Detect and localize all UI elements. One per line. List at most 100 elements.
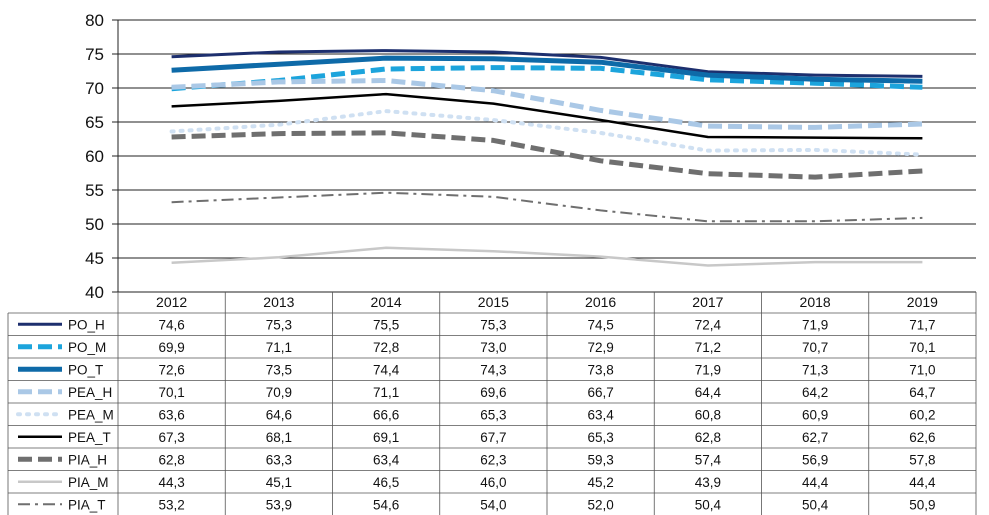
x-tick-label: 2017: [692, 294, 723, 310]
data-label: 62,6: [909, 430, 935, 445]
y-tick-label: 45: [85, 249, 104, 268]
x-tick-label: 2018: [800, 294, 831, 310]
data-label: 46,0: [480, 475, 506, 490]
data-label: 60,9: [802, 407, 828, 422]
data-label: 62,8: [695, 430, 721, 445]
y-tick-label: 70: [85, 79, 104, 98]
series-name-label: PO_M: [68, 340, 106, 355]
data-label: 74,5: [587, 317, 613, 332]
data-label: 50,9: [909, 497, 935, 512]
data-label: 73,0: [480, 340, 506, 355]
data-label: 74,3: [480, 362, 506, 377]
data-label: 45,1: [266, 475, 292, 490]
data-label: 52,0: [587, 497, 613, 512]
data-label: 67,7: [480, 430, 506, 445]
series-line-pea-h: [171, 78, 923, 130]
series-name-label: PEA_T: [68, 430, 111, 445]
data-label: 44,4: [802, 475, 829, 490]
data-label: 69,6: [480, 385, 506, 400]
series-name-label: PIA_T: [68, 497, 106, 512]
y-tick-label: 60: [85, 147, 104, 166]
data-label: 72,8: [373, 340, 399, 355]
data-label: 75,3: [266, 317, 292, 332]
data-label: 71,1: [373, 385, 399, 400]
x-tick-label: 2014: [371, 294, 402, 310]
data-label: 71,9: [695, 362, 721, 377]
data-label: 72,4: [695, 317, 722, 332]
data-label: 60,8: [695, 407, 721, 422]
data-label: 66,6: [373, 407, 399, 422]
data-label: 53,9: [266, 497, 292, 512]
data-label: 71,3: [802, 362, 828, 377]
data-label: 70,7: [802, 340, 828, 355]
x-tick-label: 2019: [907, 294, 938, 310]
series-name-label: PEA_M: [68, 407, 114, 422]
data-table: 2012 2013 2014 2015 2016 2017 2018 2019 PO_H 74,6…: [7, 292, 977, 515]
x-tick-label: 2012: [156, 294, 187, 310]
data-label: 60,2: [909, 407, 935, 422]
data-label: 75,3: [480, 317, 506, 332]
data-label: 54,6: [373, 497, 399, 512]
data-label: 57,4: [695, 452, 722, 467]
data-label: 70,9: [266, 385, 292, 400]
y-tick-label: 75: [85, 45, 104, 64]
data-label: 46,5: [373, 475, 399, 490]
data-label: 72,9: [587, 340, 613, 355]
data-label: 72,6: [158, 362, 184, 377]
data-label: 63,4: [587, 407, 614, 422]
x-tick-label: 2013: [263, 294, 294, 310]
data-label: 65,3: [587, 430, 613, 445]
y-tick-label: 65: [85, 113, 104, 132]
series-name-label: PO_H: [68, 317, 105, 332]
data-label: 64,2: [802, 385, 828, 400]
data-label: 62,8: [158, 452, 184, 467]
data-label: 59,3: [587, 452, 613, 467]
data-label: 68,1: [266, 430, 292, 445]
data-label: 74,6: [158, 317, 184, 332]
data-label: 73,5: [266, 362, 292, 377]
data-label: 69,9: [158, 340, 184, 355]
data-label: 63,6: [158, 407, 184, 422]
data-label: 64,6: [266, 407, 292, 422]
series-name-label: PEA_H: [68, 385, 112, 400]
y-tick-label: 40: [85, 283, 104, 302]
data-label: 70,1: [158, 385, 184, 400]
y-tick-label: 50: [85, 215, 104, 234]
data-label: 64,7: [909, 385, 935, 400]
data-label: 74,4: [373, 362, 400, 377]
data-label: 44,4: [909, 475, 936, 490]
data-label: 54,0: [480, 497, 506, 512]
series-line-po-t: [171, 55, 923, 84]
data-label: 67,3: [158, 430, 184, 445]
data-label: 45,2: [587, 475, 613, 490]
data-label: 50,4: [802, 497, 829, 512]
data-label: 71,9: [802, 317, 828, 332]
data-label: 70,1: [909, 340, 935, 355]
x-tick-label: 2015: [478, 294, 509, 310]
series-line-po-h: [171, 49, 923, 78]
data-label: 71,2: [695, 340, 721, 355]
data-label: 53,2: [158, 497, 184, 512]
data-label: 62,3: [480, 452, 506, 467]
data-label: 71,1: [266, 340, 292, 355]
data-label: 50,4: [695, 497, 722, 512]
data-label: 56,9: [802, 452, 828, 467]
data-label: 64,4: [695, 385, 722, 400]
series-line-pea-m: [169, 109, 925, 157]
data-label: 57,8: [909, 452, 935, 467]
series-line-po-m: [171, 65, 923, 92]
y-axis: 80 75 70 65 60 55 50 45 40: [85, 11, 119, 302]
data-label: 44,3: [158, 475, 184, 490]
y-tick-label: 80: [85, 11, 104, 30]
y-tick-label: 55: [85, 181, 104, 200]
data-label: 73,8: [587, 362, 613, 377]
data-label: 69,1: [373, 430, 399, 445]
data-label: 62,7: [802, 430, 828, 445]
series-name-label: PIA_H: [68, 452, 107, 467]
series-lines: [169, 49, 925, 267]
series-line-pia-t: [171, 191, 923, 223]
data-label: 43,9: [695, 475, 721, 490]
series-line-pia-m: [171, 246, 923, 267]
data-label: 71,0: [909, 362, 935, 377]
series-name-label: PIA_M: [68, 475, 109, 490]
